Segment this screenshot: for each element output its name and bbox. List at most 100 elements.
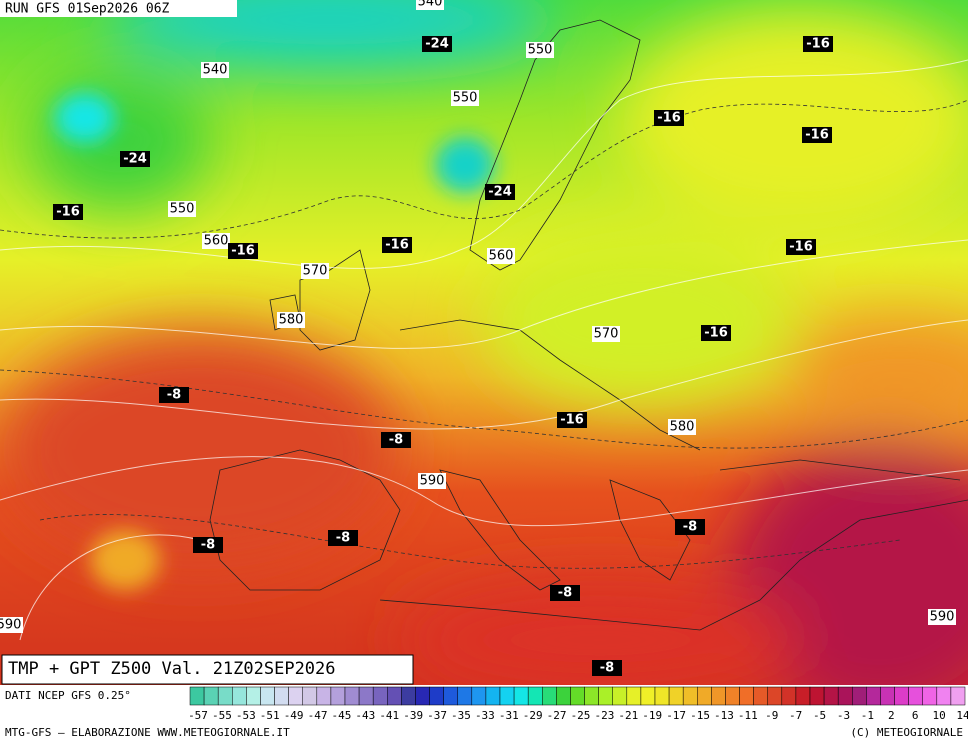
temperature-label-bg — [701, 325, 731, 341]
temperature-label: -16 — [560, 413, 584, 428]
temperature-label-bg — [654, 110, 684, 126]
height-label: 560 — [489, 249, 514, 264]
height-label-bg — [487, 248, 515, 264]
legend-swatch — [950, 686, 966, 706]
temperature-contours — [0, 99, 968, 569]
legend-swatch — [457, 686, 473, 706]
legend-label: -25 — [571, 709, 591, 722]
legend-swatch — [753, 686, 768, 706]
temperature-label-bg — [803, 36, 833, 52]
temperature-field: 540 540 550 550 550 560 560 570 580 570 580 590 590 5… — [0, 0, 968, 685]
temperature-label-bg — [550, 585, 580, 601]
legend-swatch — [682, 686, 698, 706]
legend-swatch — [654, 686, 670, 706]
legend-swatch — [513, 686, 529, 706]
legend-swatch — [260, 686, 275, 706]
legend-swatch — [429, 686, 444, 706]
temperature-label-bg — [422, 36, 452, 52]
temperature-label-bg — [802, 127, 832, 143]
legend-label: -5 — [813, 709, 826, 722]
legend-swatch — [527, 686, 543, 706]
legend-swatch — [640, 686, 656, 706]
legend-swatch — [584, 686, 599, 706]
temperature-label-bg — [557, 412, 587, 428]
temperature-label: -16 — [806, 37, 830, 52]
legend-label: -13 — [714, 709, 734, 722]
temperature-label-bg — [675, 519, 705, 535]
height-label-bg — [592, 326, 620, 342]
legend-label: -15 — [690, 709, 710, 722]
legend-swatch — [499, 686, 515, 706]
legend-swatch — [485, 686, 501, 706]
legend-swatch — [570, 686, 585, 706]
legend-swatch — [697, 686, 712, 706]
temperature-label-bg — [485, 184, 515, 200]
legend-swatch — [302, 686, 318, 706]
legend-label: -17 — [666, 709, 686, 722]
height-label: 550 — [453, 91, 478, 106]
height-label-bg — [0, 617, 23, 633]
title-box — [1, 654, 414, 685]
height-label-bg — [418, 473, 446, 489]
temperature-label: -8 — [336, 531, 350, 546]
temperature-label: -8 — [389, 433, 403, 448]
temperature-label: -16 — [704, 326, 728, 341]
temperature-label-bg — [381, 432, 411, 448]
height-label: 550 — [170, 202, 195, 217]
temperature-label-bg — [193, 537, 223, 553]
height-label-bg — [526, 42, 554, 58]
coastlines — [209, 19, 968, 631]
legend-label: 6 — [912, 709, 919, 722]
temperature-label-bg — [328, 530, 358, 546]
temperature-label: -16 — [385, 238, 409, 253]
height-label: 540 — [418, 0, 443, 10]
legend-swatch — [612, 686, 628, 706]
height-label: 560 — [204, 234, 229, 249]
legend-label: -29 — [523, 709, 543, 722]
legend-label: 2 — [888, 709, 895, 722]
height-label: 550 — [528, 43, 553, 58]
temperature-label: -8 — [167, 388, 181, 403]
temperature-label: -16 — [805, 128, 829, 143]
legend-swatch — [668, 686, 684, 706]
legend-swatch — [894, 686, 909, 706]
legend-label: -21 — [618, 709, 638, 722]
credit-right: (C) METEOGIORNALE — [850, 726, 963, 739]
height-label-bg — [451, 90, 479, 106]
legend-label: -27 — [547, 709, 567, 722]
temperature-label: -16 — [56, 205, 80, 220]
color-legend: -57 -55 -53 -51 -49 -47 -45 -43 -41 -39 -37 -35 -33-… — [188, 686, 968, 722]
temperature-label: -8 — [600, 661, 614, 676]
legend-swatch — [415, 686, 430, 706]
legend-swatch — [823, 686, 839, 706]
legend-swatch — [837, 686, 853, 706]
legend-swatch — [372, 686, 388, 706]
legend-label: -41 — [379, 709, 399, 722]
legend-swatch — [908, 686, 923, 706]
height-label: 580 — [670, 420, 695, 435]
legend-swatch — [542, 686, 557, 706]
data-source: DATI NCEP GFS 0.25° — [5, 689, 131, 702]
legend-label: -23 — [594, 709, 614, 722]
temperature-label-bg — [786, 239, 816, 255]
legend-label: -33 — [475, 709, 495, 722]
height-label: 580 — [279, 313, 304, 328]
height-label-bg — [201, 62, 229, 78]
legend-swatch — [598, 686, 613, 706]
legend-label: -55 — [212, 709, 232, 722]
credit-left: MTG-GFS — ELABORAZIONE WWW.METEOGIORNALE… — [5, 726, 290, 739]
height-label-bg — [168, 201, 196, 217]
legend-swatch — [387, 686, 402, 706]
legend-label: -47 — [308, 709, 328, 722]
legend-label: -1 — [861, 709, 874, 722]
legend-swatch — [288, 686, 303, 706]
legend-swatch — [626, 686, 642, 706]
legend-swatch — [443, 686, 458, 706]
temperature-label-bg — [382, 237, 412, 253]
temperature-label: -16 — [789, 240, 813, 255]
temperature-label-bg — [228, 243, 258, 259]
legend-label: -11 — [738, 709, 758, 722]
temperature-label: -16 — [657, 111, 681, 126]
legend-swatch — [246, 686, 261, 706]
map-title: TMP + GPT Z500 Val. 21Z02SEP2026 — [8, 659, 336, 679]
